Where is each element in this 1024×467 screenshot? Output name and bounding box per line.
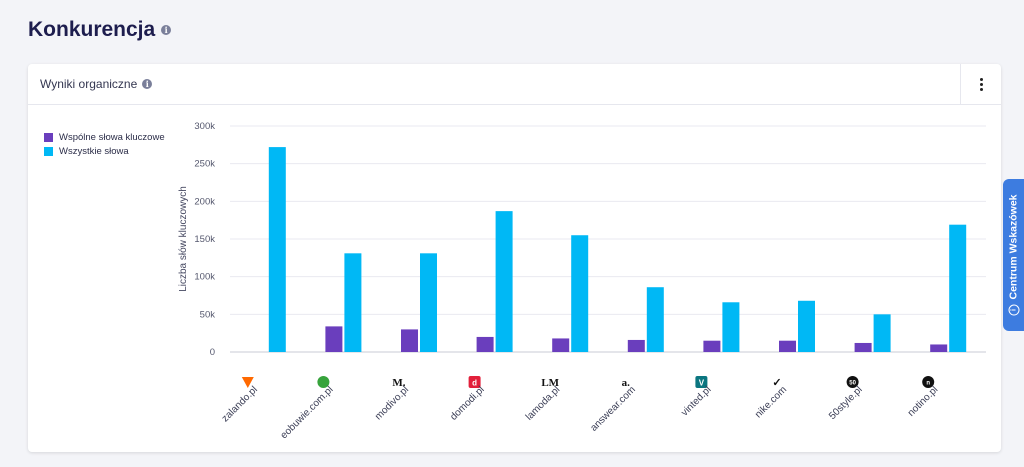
legend-swatch-common [44,132,53,142]
50style-icon [846,376,859,388]
x-tick-label: domodi.pl [448,384,486,422]
info-circle-icon: i [1008,304,1019,316]
answear-icon: a. [622,377,631,389]
x-tick-label: 50style.pl [827,384,865,422]
x-tick-label: answear.com [588,384,637,433]
page-title-text: Konkurencja [28,18,156,41]
y-tick-label: 150k [194,234,215,245]
bar-all-50style.pl [873,314,891,352]
y-tick-label: 200k [194,196,215,207]
keywords-bar-chart: 0 50k 100k 150k 200k 250k 300k Liczba słów kluc… [178,121,986,441]
bar-all-lamoda.pl [571,235,589,352]
x-tick-label: vinted.pl [679,384,713,418]
bar-all-vinted.pl [722,302,740,352]
info-icon[interactable]: i [142,79,153,89]
domodi-icon [468,376,481,388]
notino-icon [922,376,935,388]
eobuwie-icon [317,376,330,388]
bar-common-notino.pl [930,344,948,352]
page-title: Konkurencja i [28,18,172,42]
card-title: Wyniki organiczne i [40,77,153,91]
bar-common-eobuwie.com.pl [325,326,343,352]
vinted-icon-glyph: V [699,379,705,388]
bar-common-answear.com [627,339,645,352]
legend-label-all: Wszystkie słowa [59,145,129,157]
bar-all-modivo.pl [420,253,437,352]
bar-all-notino.pl [949,224,967,352]
modivo-icon: M. [392,377,405,389]
y-tick-label: 100k [194,272,215,283]
tips-center-tab[interactable]: i Centrum Wskazówek [1003,179,1024,331]
bar-common-50style.pl [854,342,872,352]
x-tick-label: nike.com [753,384,789,420]
bar-common-vinted.pl [703,340,721,352]
card-title-text: Wyniki organiczne [40,77,138,91]
bar-all-nike.com [798,300,815,352]
y-tick-label: 0 [210,347,215,358]
x-tick-label: zalando.pl [220,384,260,424]
legend-item-common[interactable]: Wspólne słowa kluczowe [44,130,165,144]
bar-all-zalando.pl [268,147,286,352]
zalando-icon [241,377,254,388]
bar-common-lamoda.pl [552,338,570,352]
legend-swatch-all [44,146,53,156]
chart-legend: Wspólne słowa kluczowe Wszystkie słowa [44,130,165,158]
bar-common-domodi.pl [476,336,494,352]
more-options-icon[interactable] [960,64,1001,105]
x-tick-label: modivo.pl [373,384,411,422]
info-icon[interactable]: i [161,25,172,35]
vinted-icon [695,376,708,388]
50style-icon-glyph: 50 [849,381,856,387]
bar-common-modivo.pl [401,329,418,352]
domodi-icon-glyph: d [472,379,477,388]
y-axis-label: Liczba słów kluczowych [178,186,189,292]
y-tick-label: 50k [200,309,216,320]
y-tick-label: 250k [194,159,215,170]
bar-all-answear.com [646,287,664,352]
x-tick-label: eobuwie.com.pl [279,384,336,441]
x-tick-label: lamoda.pl [524,384,562,422]
organic-results-card: Wyniki organiczne i Wspólne słowa kluczo… [28,64,1001,452]
bar-all-eobuwie.com.pl [344,253,362,352]
x-tick-label: notino.pl [906,384,941,419]
bar-common-nike.com [779,340,796,352]
side-tab-label: Centrum Wskazówek [1007,194,1020,300]
notino-icon-glyph: n [926,381,930,387]
legend-label-common: Wspólne słowa kluczowe [59,131,165,143]
nike-icon: ✓ [772,377,781,389]
card-header: Wyniki organiczne i [28,64,1001,105]
bar-all-domodi.pl [495,211,513,352]
legend-item-all[interactable]: Wszystkie słowa [44,144,165,158]
lamoda-icon: LM [541,377,559,389]
y-tick-label: 300k [194,121,215,132]
